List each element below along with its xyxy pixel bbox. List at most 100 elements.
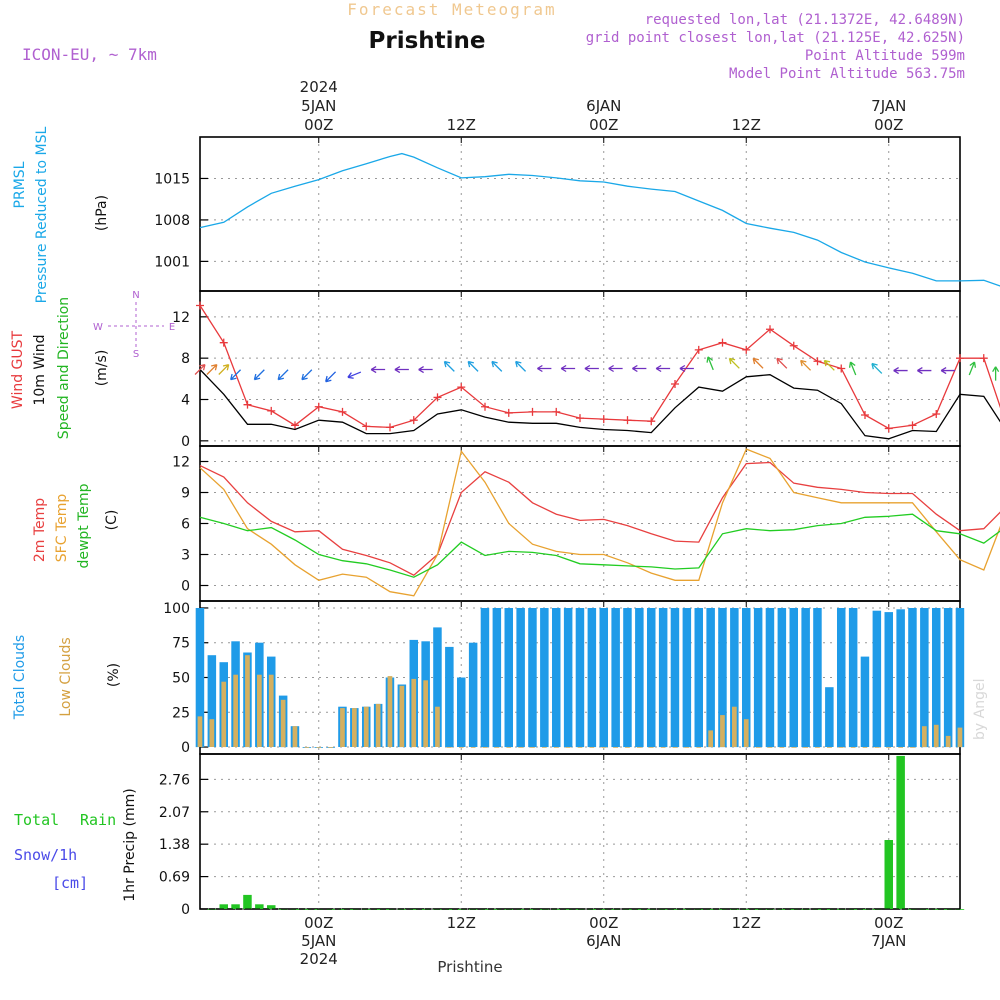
gust-marker bbox=[979, 354, 988, 363]
wind-direction-arrow bbox=[218, 363, 230, 375]
total-rain-bar bbox=[445, 909, 454, 910]
low-clouds-bar bbox=[589, 747, 595, 748]
low-clouds-bar bbox=[387, 676, 393, 747]
total-clouds-bar bbox=[540, 608, 549, 748]
low-clouds-bar bbox=[933, 724, 939, 748]
gust-marker bbox=[409, 416, 418, 425]
top-time-label: 00Z bbox=[304, 116, 333, 134]
wind-ytick-label: 0 bbox=[181, 434, 190, 450]
top-time-label: 5JAN bbox=[301, 97, 336, 115]
wind-direction-arrow bbox=[491, 360, 503, 372]
low-clouds-bar bbox=[506, 747, 512, 748]
wind-direction-arrow bbox=[230, 369, 242, 381]
precipitation-frame bbox=[199, 753, 961, 910]
gust-marker bbox=[528, 407, 537, 416]
2m-temp-line bbox=[199, 461, 1000, 576]
low-clouds-bar bbox=[613, 747, 618, 748]
low-clouds-bar bbox=[209, 719, 215, 747]
total-clouds-bar bbox=[445, 646, 454, 747]
total-rain-bar bbox=[884, 840, 893, 909]
clouds-ytick-label: 0 bbox=[181, 740, 190, 756]
clouds-ytick-label: 25 bbox=[172, 705, 190, 721]
total-rain-bar bbox=[896, 755, 905, 909]
precipitation-panel: 0 0.69 1.38 2.07 2.76 bbox=[159, 753, 965, 918]
total-clouds-bar bbox=[195, 608, 205, 748]
total-clouds-bar bbox=[765, 608, 775, 748]
total-rain-bar bbox=[670, 909, 680, 910]
wind-direction-arrow bbox=[467, 360, 479, 372]
bottom-time-label: 6JAN bbox=[586, 932, 621, 950]
total-clouds-bar bbox=[848, 608, 858, 748]
bottom-time-label: 5JAN bbox=[301, 932, 336, 950]
total-clouds-bar bbox=[813, 608, 822, 748]
gust-marker bbox=[552, 407, 561, 416]
wind-direction-arrow bbox=[394, 365, 409, 374]
total-clouds-bar bbox=[468, 642, 478, 747]
gust-marker bbox=[219, 338, 228, 347]
gust-marker bbox=[956, 354, 964, 363]
wind-direction-arrow bbox=[871, 362, 883, 374]
total-clouds-label: Total Clouds bbox=[12, 635, 28, 720]
precipitation-ytick-label: 1.38 bbox=[159, 837, 190, 853]
top-title: Forecast Meteogram bbox=[347, 0, 556, 19]
pressure-unit-label: (hPa) bbox=[94, 195, 110, 231]
wind-direction-arrow bbox=[848, 361, 857, 376]
total-rain-bar bbox=[635, 909, 644, 910]
dewpt-label: dewpt Temp bbox=[76, 483, 92, 568]
credit-watermark: by Angel bbox=[972, 679, 988, 740]
gust-marker bbox=[694, 345, 703, 354]
total-clouds-bar bbox=[670, 608, 680, 748]
low-clouds-bar bbox=[197, 716, 203, 747]
total-rain-bar bbox=[742, 909, 751, 910]
temperature-ytick-label: 6 bbox=[181, 517, 190, 533]
total-rain-bar bbox=[932, 909, 941, 910]
low-clouds-bar bbox=[625, 747, 630, 748]
wind-direction-arrow bbox=[706, 356, 714, 371]
low-clouds-bar bbox=[316, 747, 322, 748]
total-clouds-bar bbox=[932, 608, 941, 748]
gust-marker bbox=[647, 417, 656, 426]
gust-marker bbox=[742, 345, 751, 354]
low-clouds-bar bbox=[328, 747, 333, 748]
gust-marker bbox=[243, 400, 252, 409]
total-clouds-bar bbox=[694, 608, 703, 748]
total-clouds-bar bbox=[789, 608, 798, 748]
low-clouds-bar bbox=[791, 747, 797, 748]
dewpt-temp-line bbox=[199, 513, 1000, 578]
low-clouds-bar bbox=[458, 747, 464, 748]
wind-ytick-label: 4 bbox=[181, 393, 190, 409]
total-rain-bar bbox=[789, 909, 798, 910]
compass-s: S bbox=[133, 349, 139, 360]
pressure-panel: 1001 1008 1015 bbox=[154, 136, 1000, 292]
low-clouds-bar bbox=[637, 747, 642, 748]
total-clouds-bar bbox=[742, 608, 751, 748]
total-clouds-bar bbox=[955, 608, 965, 748]
total-clouds-bar bbox=[611, 608, 620, 748]
low-clouds-bar bbox=[447, 747, 452, 748]
sfc-temp-label: SFC Temp bbox=[54, 494, 70, 563]
low-clouds-bar bbox=[245, 655, 250, 747]
total-clouds-bar bbox=[872, 610, 882, 747]
low-clouds-bar bbox=[601, 747, 607, 748]
low-clouds-bar bbox=[874, 747, 880, 748]
bottom-time-label: 00Z bbox=[874, 914, 903, 932]
low-clouds-bar bbox=[304, 747, 310, 748]
gust-marker bbox=[338, 407, 347, 416]
low-clouds-bar bbox=[922, 726, 927, 748]
wind-direction-arrow bbox=[560, 364, 576, 373]
wind-direction-arrow bbox=[370, 365, 386, 374]
precipitation-ytick-label: 2.76 bbox=[159, 772, 190, 788]
wind-direction-arrow bbox=[917, 367, 932, 375]
total-clouds-bar bbox=[730, 608, 739, 748]
low-clouds-bar bbox=[518, 747, 523, 748]
low-clouds-bar bbox=[423, 680, 428, 748]
gust-marker bbox=[314, 402, 323, 411]
wind-direction-arrow bbox=[301, 369, 313, 381]
total-rain-bar bbox=[231, 904, 240, 909]
total-clouds-bar bbox=[860, 656, 870, 747]
top-time-label: 7JAN bbox=[871, 97, 906, 115]
total-clouds-bar bbox=[623, 608, 632, 748]
low-clouds-bar bbox=[292, 726, 298, 748]
wind-gust-label: Wind GUST bbox=[10, 330, 26, 409]
